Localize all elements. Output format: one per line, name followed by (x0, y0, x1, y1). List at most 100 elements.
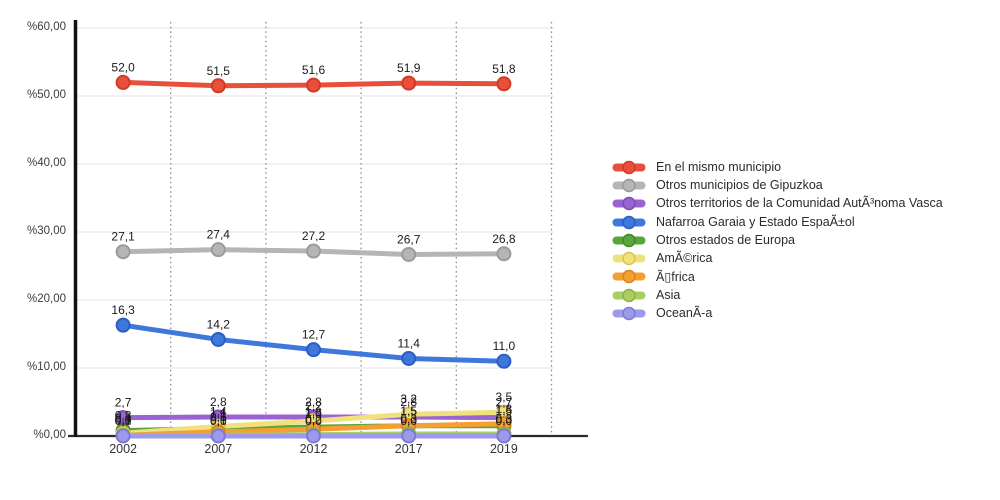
legend-item-label: Otros municipios de Gipuzkoa (656, 178, 823, 193)
legend-item-label: Nafarroa Garaia y Estado EspaÃ±ol (656, 214, 855, 229)
value-label: 2,8 (305, 395, 322, 409)
data-point (306, 428, 321, 444)
y-axis-tick-label: %50,00 (27, 89, 66, 101)
legend-item-label: OceanÃ-a (656, 306, 713, 321)
data-point (210, 78, 226, 94)
y-axis-tick-label: %60,00 (27, 21, 66, 33)
value-label: 2,8 (400, 395, 417, 409)
value-label: 0,8 (115, 409, 132, 423)
data-point (115, 244, 131, 260)
legend-item-am-rica[interactable]: AmÃ©rica (612, 249, 943, 267)
legend-swatch-icon (612, 160, 646, 174)
value-label: 2,7 (115, 396, 132, 410)
value-label: 0,0 (496, 414, 513, 428)
value-label: 2,7 (496, 396, 513, 410)
value-label: 1,4 (210, 404, 227, 418)
value-label: 1,3 (305, 405, 322, 419)
value-label: 0,2 (305, 413, 322, 427)
data-point (210, 428, 226, 444)
data-point (496, 353, 512, 369)
series-en-el-mismo-municipio (115, 74, 512, 94)
data-point (496, 76, 512, 92)
data-point (115, 428, 131, 444)
legend-item-otros-territorios-de-la-comunidad-aut-noma-vasca[interactable]: Otros territorios de la Comunidad AutÃ³n… (612, 195, 943, 213)
value-label: 51,9 (397, 61, 421, 75)
legend-item-otros-municipios-de-gipuzkoa[interactable]: Otros municipios de Gipuzkoa (612, 176, 943, 194)
value-label: 0,3 (400, 412, 417, 426)
line-chart: %0,00 %10,00 %20,00 %30,00 %40,00 %50,00 %60,0… (27, 20, 588, 456)
legend: En el mismo municipio Otros municipios de… (612, 158, 943, 323)
series-otros-municipios-de-gipuzkoa (115, 242, 512, 262)
value-label: 2,2 (305, 399, 322, 413)
value-label: 52,0 (111, 60, 135, 74)
value-label: 0,0 (210, 414, 227, 428)
value-label: 26,8 (492, 232, 516, 246)
data-point (115, 317, 131, 333)
legend-swatch-icon (612, 178, 646, 193)
legend-swatch-icon (612, 288, 646, 302)
value-label: 0,1 (115, 413, 132, 427)
series-ocean-a (115, 428, 512, 444)
value-label: 0,1 (210, 413, 227, 427)
data-point (115, 74, 131, 90)
legend-item-nafarroa-garaia-y-estado-espa-ol[interactable]: Nafarroa Garaia y Estado EspaÃ±ol (612, 213, 943, 231)
legend-item-label: AmÃ©rica (656, 251, 713, 266)
value-label: 0,1 (115, 413, 132, 427)
x-axis-tick-label: 2002 (109, 442, 137, 456)
legend-item-asia[interactable]: Asia (612, 286, 943, 304)
value-label: 1,5 (496, 404, 513, 418)
value-label: 1,1 (210, 407, 227, 421)
data-point (401, 428, 417, 444)
value-label: 0,0 (400, 414, 417, 428)
x-axis-tick-label: 2007 (204, 442, 232, 456)
legend-item-label: Otros estados de Europa (656, 233, 795, 248)
data-point (306, 77, 321, 93)
value-label: 2,8 (210, 395, 227, 409)
value-label: 11,0 (493, 339, 516, 353)
y-axis-tick-label: %0,00 (33, 429, 66, 441)
data-point (401, 75, 417, 91)
value-label: 0,3 (496, 412, 513, 426)
value-label: 26,7 (397, 232, 421, 246)
legend-item-label: Ã▯frica (656, 269, 695, 284)
data-point (401, 246, 417, 262)
value-label: 27,2 (302, 229, 326, 243)
legend-item-otros-estados-de-europa[interactable]: Otros estados de Europa (612, 231, 943, 249)
value-label: 14,2 (207, 317, 231, 331)
data-point (210, 331, 226, 347)
value-label: 0,0 (115, 414, 132, 428)
value-label: 0,6 (210, 410, 227, 424)
y-axis-tick-label: %40,00 (27, 157, 66, 169)
data-point (210, 242, 226, 258)
value-label: 0,0 (305, 414, 322, 428)
value-label: 27,4 (207, 228, 231, 242)
legend-swatch-icon (612, 270, 646, 284)
data-point (496, 428, 512, 444)
value-label: 3,2 (400, 392, 417, 406)
value-label: 11,4 (397, 336, 420, 350)
data-point (496, 246, 512, 262)
value-label: 12,7 (302, 328, 326, 342)
legend-swatch-icon (612, 196, 646, 211)
legend-item-en-el-mismo-municipio[interactable]: En el mismo municipio (612, 158, 943, 176)
value-label: 1,8 (496, 402, 513, 416)
value-label: 1,5 (400, 404, 417, 418)
value-label: 1,0 (305, 407, 322, 421)
legend-swatch-icon (612, 215, 646, 229)
legend-item-frica[interactable]: Ã▯frica (612, 268, 943, 286)
legend-swatch-icon (612, 251, 646, 266)
data-point (401, 350, 417, 366)
series-nafarroa-garaia-y-estado-espa-ol (115, 317, 512, 369)
value-label: 16,3 (111, 303, 135, 317)
y-axis-tick-label: %10,00 (27, 361, 66, 373)
legend-item-ocean-a[interactable]: OceanÃ-a (612, 304, 943, 322)
value-label: 27,1 (111, 230, 135, 244)
value-label: 3,5 (496, 390, 513, 404)
y-axis-tick-label: %30,00 (27, 225, 66, 237)
value-label: 51,5 (207, 64, 231, 78)
value-label: 0,4 (115, 411, 132, 425)
value-label: 51,6 (302, 63, 326, 77)
x-axis-tick-label: 2012 (300, 442, 328, 456)
data-point (306, 342, 321, 358)
